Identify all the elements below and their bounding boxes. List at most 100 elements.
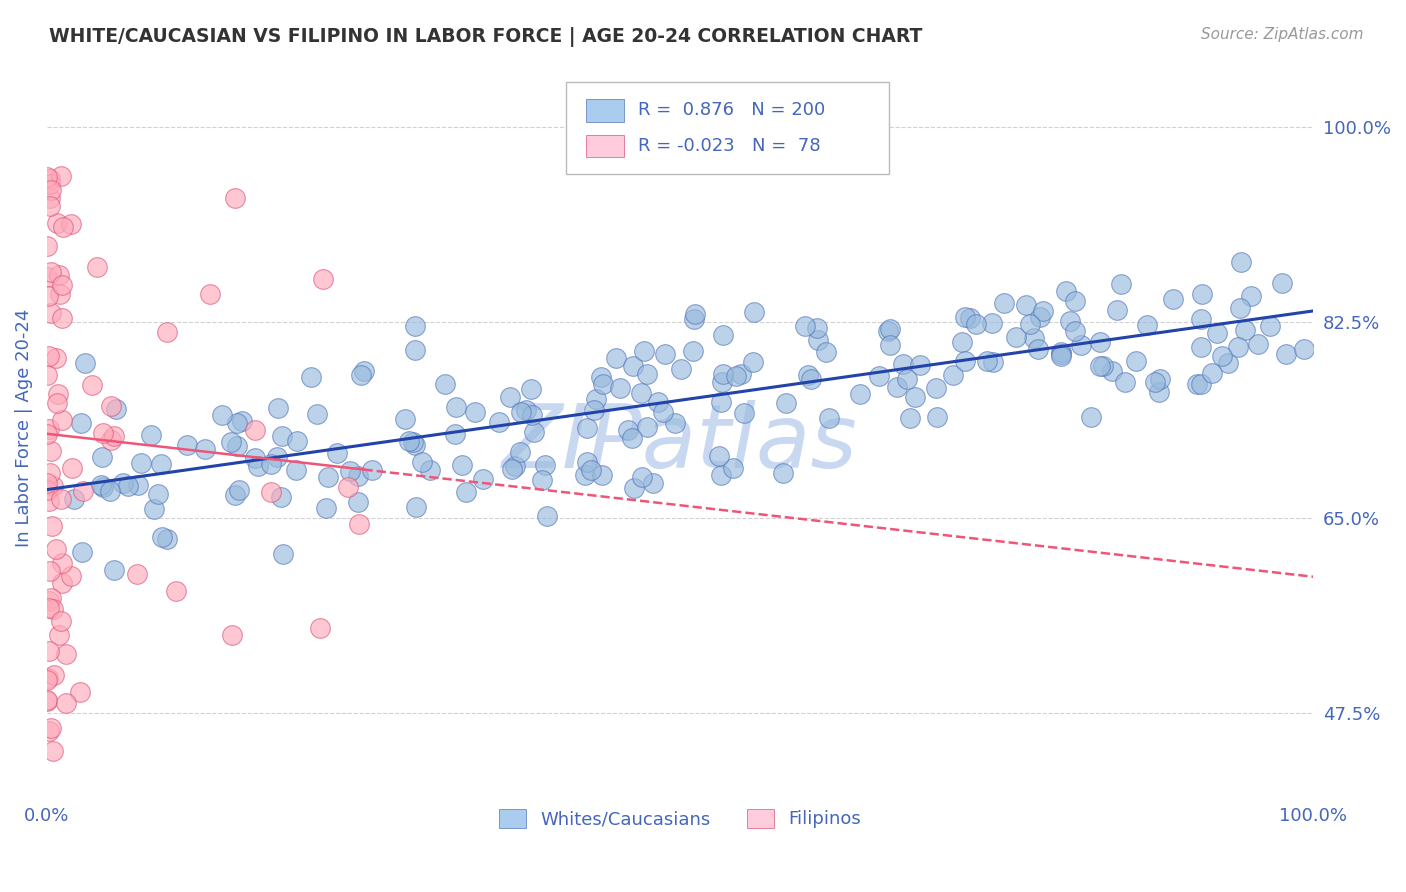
Point xyxy=(633,344,655,359)
Point xyxy=(198,287,221,301)
Point xyxy=(39,182,62,196)
Point xyxy=(730,368,752,382)
Point xyxy=(1189,311,1212,326)
Point xyxy=(394,412,416,426)
Point xyxy=(347,495,370,509)
Point xyxy=(37,694,59,708)
FancyBboxPatch shape xyxy=(586,135,624,157)
Point xyxy=(211,408,233,422)
Point xyxy=(505,458,527,473)
Point xyxy=(1101,364,1123,378)
Point xyxy=(308,621,330,635)
Point xyxy=(509,445,531,459)
Point xyxy=(710,375,733,389)
Point xyxy=(1018,317,1040,331)
Point xyxy=(576,455,599,469)
Point xyxy=(51,556,73,570)
Point xyxy=(671,362,693,376)
FancyBboxPatch shape xyxy=(567,82,889,174)
Point xyxy=(243,423,266,437)
Point xyxy=(307,407,329,421)
Point xyxy=(46,216,69,230)
Point xyxy=(953,310,976,324)
Point xyxy=(39,721,62,735)
Point xyxy=(806,333,828,347)
Point xyxy=(1136,318,1159,332)
Point xyxy=(46,395,69,409)
Point xyxy=(725,368,748,383)
Point xyxy=(231,414,253,428)
Point xyxy=(1092,359,1115,374)
Point xyxy=(1059,313,1081,327)
Point xyxy=(149,457,172,471)
Point xyxy=(156,532,179,546)
Point xyxy=(515,403,537,417)
Point xyxy=(641,475,664,490)
Point xyxy=(1080,410,1102,425)
Point xyxy=(1063,324,1085,338)
Point xyxy=(815,345,838,359)
Point xyxy=(591,467,613,482)
Point xyxy=(1032,303,1054,318)
Point xyxy=(1185,377,1208,392)
Point xyxy=(38,594,60,608)
Point xyxy=(1292,342,1315,356)
Point xyxy=(817,410,839,425)
Point xyxy=(39,191,62,205)
Point xyxy=(111,476,134,491)
Point xyxy=(510,405,533,419)
Point xyxy=(1234,323,1257,337)
Point xyxy=(1144,376,1167,390)
Point xyxy=(127,478,149,492)
Point xyxy=(311,272,333,286)
Point xyxy=(683,312,706,326)
Point xyxy=(1216,356,1239,370)
Point xyxy=(51,576,73,591)
Point xyxy=(42,668,65,682)
Point xyxy=(35,270,58,285)
Point xyxy=(404,438,426,452)
Point xyxy=(1189,340,1212,354)
Point xyxy=(1114,375,1136,389)
Text: WHITE/CAUCASIAN VS FILIPINO IN LABOR FORCE | AGE 20-24 CORRELATION CHART: WHITE/CAUCASIAN VS FILIPINO IN LABOR FOR… xyxy=(49,27,922,46)
Point xyxy=(609,381,631,395)
Point xyxy=(105,401,128,416)
Point xyxy=(772,466,794,480)
Point xyxy=(51,491,73,506)
Point xyxy=(260,457,283,471)
Point xyxy=(579,463,602,477)
Point xyxy=(224,487,246,501)
Point xyxy=(488,415,510,429)
Point xyxy=(49,614,72,628)
Point xyxy=(444,400,467,414)
Point xyxy=(315,501,337,516)
Point xyxy=(574,467,596,482)
Point xyxy=(39,306,62,320)
Point xyxy=(75,356,97,370)
Point xyxy=(1090,334,1112,349)
Point xyxy=(733,406,755,420)
Point xyxy=(592,377,614,392)
Point xyxy=(664,416,686,430)
FancyBboxPatch shape xyxy=(586,99,624,121)
Point xyxy=(534,458,557,472)
Point xyxy=(405,500,427,515)
Point xyxy=(91,426,114,441)
Point xyxy=(636,368,658,382)
Point xyxy=(59,217,82,231)
Point xyxy=(605,351,627,365)
Point xyxy=(266,401,288,416)
Point xyxy=(266,450,288,464)
Point xyxy=(1247,336,1270,351)
Point xyxy=(72,545,94,559)
Point xyxy=(82,378,104,392)
Point xyxy=(221,628,243,642)
Point xyxy=(38,349,60,363)
Point xyxy=(520,408,543,422)
Point xyxy=(536,509,558,524)
Point xyxy=(37,673,59,687)
Point xyxy=(454,484,477,499)
Point xyxy=(723,460,745,475)
Point xyxy=(1271,276,1294,290)
Point xyxy=(742,355,765,369)
